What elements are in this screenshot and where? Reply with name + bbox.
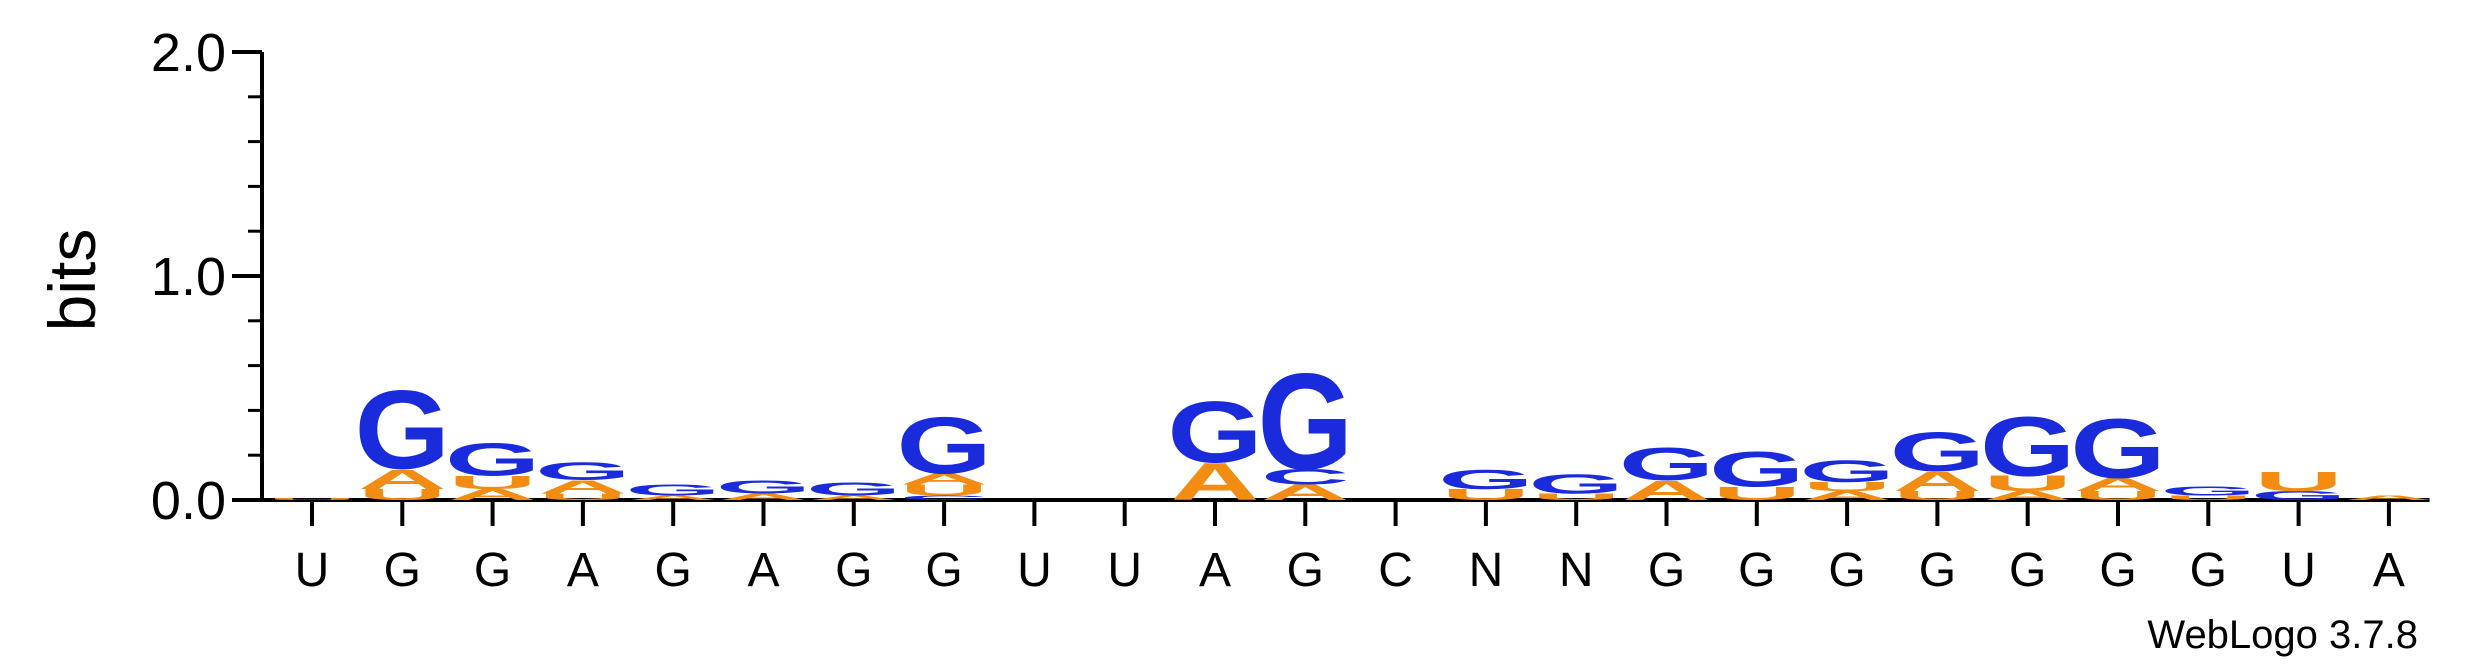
logo-letter-u: U	[1442, 486, 1531, 503]
logo-letter-g: G	[1619, 438, 1715, 490]
x-tick-label: G	[384, 544, 421, 597]
logo-letter-a: A	[448, 486, 537, 503]
x-tick-label: A	[1199, 544, 1231, 597]
logo-letter-a: A	[1893, 466, 1982, 497]
logo-letter-u: U	[900, 481, 989, 498]
logo-letter-g: G	[1258, 344, 1354, 498]
logo-letter-u: U	[1893, 489, 1982, 503]
logo-letter-a: A	[2345, 494, 2434, 501]
x-tick-label: A	[747, 544, 779, 597]
x-tick-label: U	[295, 544, 330, 597]
x-tick-label: A	[567, 544, 599, 597]
logo-letter-u: U	[448, 472, 537, 493]
logo-letter-u: U	[1803, 480, 1892, 494]
x-tick-label: G	[2009, 544, 2046, 597]
x-tick-label: G	[925, 544, 962, 597]
logo-letter-g: G	[2161, 484, 2257, 498]
x-tick-label: N	[1469, 544, 1504, 597]
logo-letter-a: A	[2074, 474, 2163, 495]
y-tick-label: 1.0	[151, 247, 226, 307]
logo-letter-a: A	[1803, 489, 1892, 503]
x-tick-label: N	[1559, 544, 1594, 597]
logo-letter-g: G	[2070, 403, 2166, 496]
y-tick-label: 0.0	[151, 471, 226, 531]
x-tick-label: U	[2281, 544, 2316, 597]
x-tick-label: C	[1378, 544, 1413, 597]
logo-letter-g: G	[1528, 468, 1624, 499]
y-tick-label: 2.0	[151, 23, 226, 83]
logo-letter-u: U	[268, 497, 357, 500]
logo-letter-g: G	[806, 479, 902, 500]
y-axis-title: bits	[35, 229, 109, 332]
logo-letter-c: C	[1261, 465, 1350, 489]
logo-letter-a: A	[629, 494, 718, 501]
weblogo-credit: WebLogo 3.7.8	[2147, 613, 2418, 657]
logo-letter-g: G	[1167, 383, 1263, 480]
logo-letter-g: G	[896, 401, 992, 491]
logo-letter-g: G	[2251, 489, 2347, 503]
logo-letter-g: G	[716, 476, 812, 497]
logo-letter-u: U	[2164, 494, 2253, 501]
x-tick-label: G	[2190, 544, 2227, 597]
logo-letter-c: C	[900, 494, 989, 501]
logo-letter-g: G	[535, 457, 631, 485]
y-axis: 0.0 1.0 2.0	[151, 23, 2430, 531]
logo-letter-a: A	[719, 492, 808, 502]
x-tick-label: G	[835, 544, 872, 597]
x-tick-label: G	[1828, 544, 1865, 597]
logo-letter-u: U	[1532, 492, 1621, 502]
x-tick-label: U	[1017, 544, 1052, 597]
logo-letter-u: U	[539, 492, 628, 502]
x-tick-label: G	[1648, 544, 1685, 597]
logo-letter-g: G	[355, 368, 451, 493]
logo-letter-g: G	[625, 481, 721, 498]
logo-letter-a: A	[809, 494, 898, 501]
logo-letter-g: G	[1438, 463, 1534, 494]
logo-letter-u: U	[1712, 483, 1801, 504]
logo-letter-g: G	[1799, 454, 1895, 489]
logo-letter-g: G	[1980, 400, 2076, 493]
x-tick-label: G	[1287, 544, 1324, 597]
logo-letter-g: G	[445, 433, 541, 485]
logo-letter-g: G	[1890, 421, 1986, 483]
logo-letter-u: U	[2074, 489, 2163, 503]
x-tick-label: G	[474, 544, 511, 597]
x-tick-label: G	[655, 544, 692, 597]
logo-letter-u: U	[358, 486, 447, 503]
logo-letter-a: A	[900, 470, 989, 487]
x-tick-label: U	[1107, 544, 1142, 597]
x-tick-label: G	[1738, 544, 1775, 597]
x-tick-label: G	[2099, 544, 2136, 597]
logo-letter-a: A	[358, 463, 447, 494]
logo-letter-g: G	[1709, 441, 1805, 497]
logo-letter-a: A	[1983, 489, 2072, 503]
x-tick-label: A	[2373, 544, 2405, 597]
logo-letter-u: U	[1983, 471, 2072, 495]
logo-letter-u: U	[2254, 466, 2343, 497]
x-tick-label: G	[1919, 544, 1956, 597]
logo-letter-a: A	[539, 476, 628, 497]
